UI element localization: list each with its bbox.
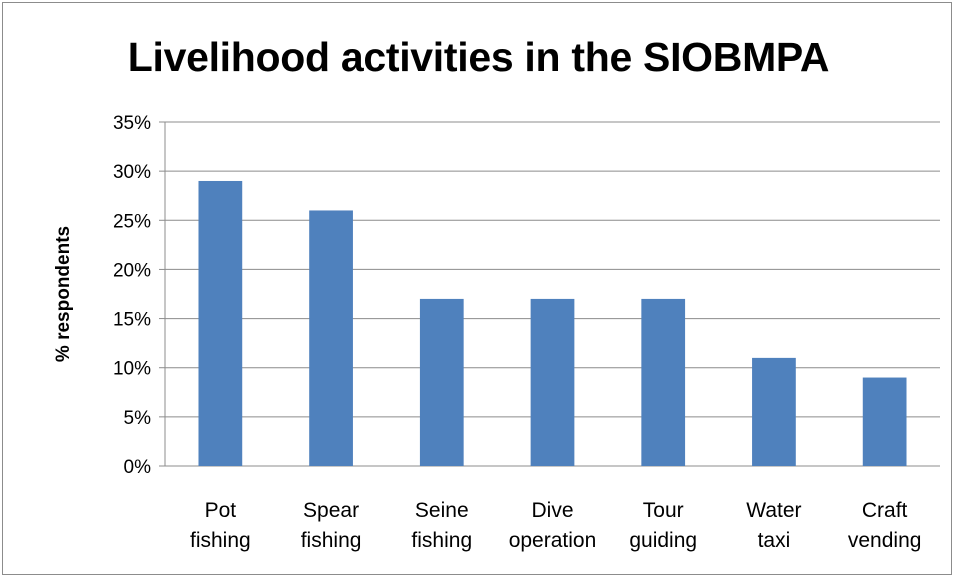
y-tick-label: 35% [113,113,151,134]
y-tick-label: 5% [124,408,152,429]
y-tick-label: 10% [113,359,151,380]
bar [309,210,353,466]
y-tick-label: 15% [113,310,151,331]
bar [862,377,907,466]
x-tick-label: Tour guiding [629,499,697,552]
x-tick-label: Dive operation [509,499,597,552]
y-tick-label: 25% [113,211,151,232]
bars [198,180,907,466]
bar [752,357,796,466]
x-tick-label: Pot fishing [190,499,251,552]
x-tick-label: Water taxi [746,499,801,552]
x-tick-label: Seine fishing [411,499,472,552]
x-tick-label: Craft vending [848,499,922,552]
x-tick-label: Spear fishing [301,499,362,552]
y-tick-label: 20% [113,260,151,281]
y-axis-label: % respondents [53,226,74,362]
x-tick-labels: Pot fishing Spear fishing Seine fishing Dive op… [190,499,921,552]
bar [419,298,464,466]
chart-title: Livelihood activities in the SIOBMPA [127,34,830,80]
y-tick-label: 30% [113,162,151,183]
y-tick-labels: 0% 5% 10% 15% 20% 25% 30% 35% [113,113,151,478]
bar [641,298,686,466]
bar [530,298,575,466]
bar [198,180,243,466]
y-tick-label: 0% [124,457,152,478]
